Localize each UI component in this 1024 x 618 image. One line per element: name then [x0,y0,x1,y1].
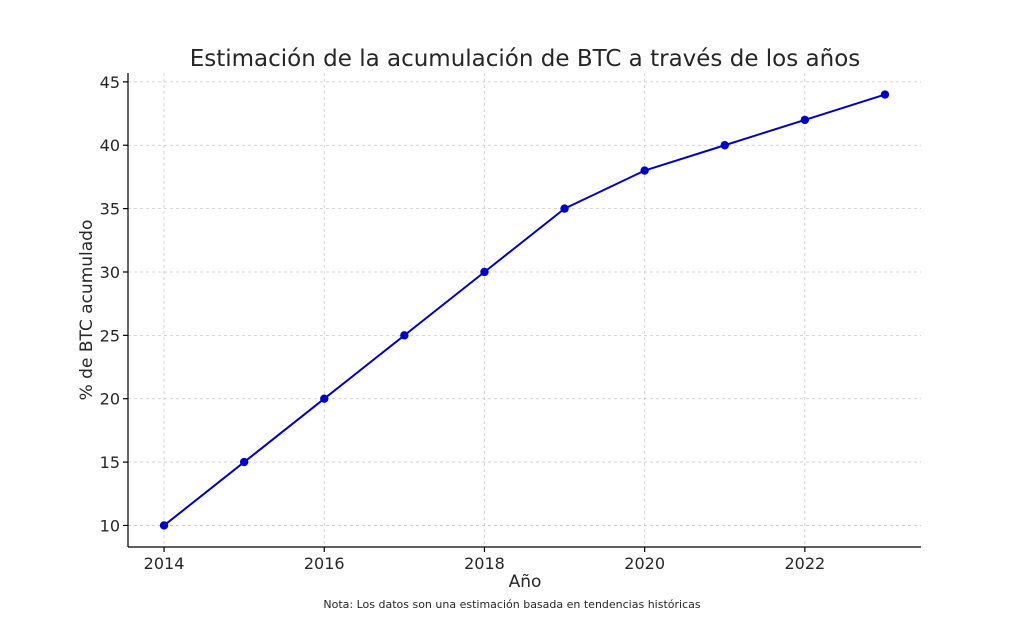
y-tick-label: 35 [100,200,120,219]
y-tick-label: 40 [100,136,120,155]
x-tick-label: 2018 [464,554,505,573]
data-point [720,141,729,150]
footnote: Nota: Los datos son una estimación basad… [323,598,701,611]
y-tick-label: 10 [100,516,120,535]
y-tick-label: 30 [100,263,120,282]
data-point [400,331,409,340]
grid [128,73,921,547]
y-axis-title: % de BTC acumulado [77,220,97,401]
data-point [159,521,169,530]
y-tick-label: 25 [100,326,120,345]
y-tick-label: 45 [100,73,120,92]
tick-labels: 10 15 20 25 30 35 40 45 2014 2016 2018 2020 2022 [100,73,826,573]
x-tick-label: 2020 [624,554,665,573]
data-point [880,90,890,99]
series [159,90,890,530]
data-point [480,267,489,277]
x-tick-label: 2022 [784,554,825,573]
data-point [560,204,569,213]
y-tick-label: 15 [100,453,120,472]
axes [127,73,921,548]
y-tick-label: 20 [100,390,120,409]
data-point [320,394,329,403]
data-point [800,115,810,125]
chart-title: Estimación de la acumulación de BTC a tr… [190,46,861,72]
data-point [640,166,649,175]
series-line [163,93,886,527]
x-tick-label: 2016 [304,554,345,573]
data-point [239,457,249,467]
x-tick-label: 2014 [144,554,185,573]
x-axis-title: Año [509,572,542,592]
